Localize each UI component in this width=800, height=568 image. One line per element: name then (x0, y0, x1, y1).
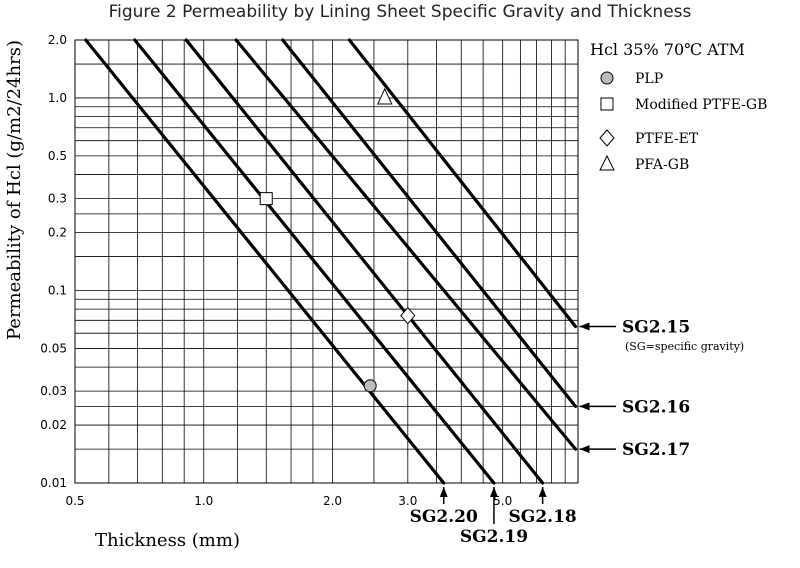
y-tick-label: 0.5 (48, 149, 67, 163)
y-tick-label: 2.0 (48, 33, 67, 47)
x-tick-label: 3.0 (398, 494, 417, 508)
y-tick-label: 0.1 (48, 283, 67, 297)
point-modified-ptfe-gb (259, 192, 273, 206)
legend-label-pfa-gb: PFA-GB (635, 157, 689, 173)
series-line-sg2.18 (184, 38, 545, 485)
label-sg2-16: SG2.16 (622, 397, 690, 417)
arrow-head-sg2-18 (538, 487, 547, 497)
series-line-sg2.16 (281, 38, 578, 408)
x-tick-label: 5.0 (493, 494, 512, 508)
x-tick-label: 2.0 (323, 494, 342, 508)
y-axis-label: Permeability of Hcl (g/m2/24hrs) (4, 40, 25, 340)
y-tick-label: 0.2 (48, 226, 67, 240)
sg-series-lines (84, 38, 578, 485)
y-tick-label: 1.0 (48, 91, 67, 105)
legend-condition: Hcl 35% 70℃ ATM (590, 40, 745, 59)
arrow-head-sg2-20 (439, 487, 448, 497)
y-tick-label: 0.01 (40, 476, 67, 490)
axis-ticks: 0.5 1.0 2.0 3.0 5.0 2.0 1.0 0.5 0.3 0.2 0.1 0.05 0.0… (40, 33, 512, 508)
series-line-sg2.15 (347, 38, 578, 329)
x-tick-label: 1.0 (194, 494, 213, 508)
chart-grid (74, 39, 579, 484)
legend-marker-diamond (599, 129, 615, 147)
arrow-head-sg2-19 (489, 487, 498, 497)
legend-label-ptfe-et: PTFE-ET (635, 131, 699, 147)
point-pfa-gb (376, 87, 393, 105)
point-ptfe-et (400, 306, 416, 325)
y-tick-label: 0.03 (40, 384, 67, 398)
label-sg2-19: SG2.19 (460, 527, 528, 547)
sg-note: (SG=specific gravity) (625, 340, 744, 353)
label-sg2-20: SG2.20 (410, 507, 478, 527)
arrow-head-sg2-17 (579, 445, 590, 454)
legend: Hcl 35% 70℃ ATM PLP Modified PTFE-GB PTF… (590, 40, 767, 173)
arrow-head-sg2-16 (579, 402, 590, 411)
legend-label-modified-ptfe-gb: Modified PTFE-GB (635, 97, 767, 113)
y-tick-label: 0.05 (40, 341, 67, 355)
series-line-sg2.19 (133, 38, 496, 485)
x-axis-label: Thickness (mm) (95, 530, 240, 551)
label-sg2-17: SG2.17 (622, 440, 690, 460)
chart-title: Figure 2 Permeability by Lining Sheet Sp… (108, 2, 692, 22)
label-sg2-18: SG2.18 (509, 507, 577, 527)
legend-marker-circle (600, 71, 614, 85)
point-plp (363, 379, 377, 393)
series-line-sg2.20 (84, 38, 446, 485)
series-line-sg2.17 (234, 38, 578, 451)
arrow-head-sg2-15 (579, 322, 590, 331)
x-tick-label: 0.5 (65, 494, 84, 508)
legend-label-plp: PLP (635, 71, 663, 87)
legend-marker-triangle (599, 154, 615, 171)
legend-marker-square (600, 97, 614, 111)
y-tick-label: 0.3 (48, 192, 67, 206)
material-points (259, 87, 416, 393)
y-tick-label: 0.02 (40, 418, 67, 432)
label-sg2-15: SG2.15 (622, 317, 690, 337)
